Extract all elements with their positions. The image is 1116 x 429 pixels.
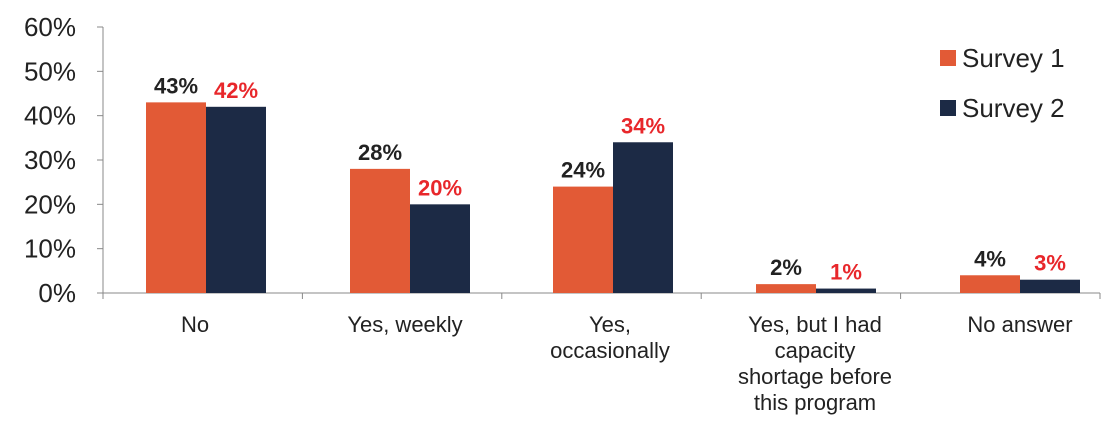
data-label: 20% [418,175,462,200]
data-label: 2% [770,255,802,280]
legend-label: Survey 1 [962,43,1065,73]
y-tick-label: 30% [24,145,76,175]
data-label: 4% [974,246,1006,271]
category-label: Yes, occasionally [550,312,670,363]
y-axis: 0% 10% 20% 30% 40% 50% 60% [24,12,104,308]
legend-label: Survey 2 [962,93,1065,123]
legend-swatch [940,100,956,116]
legend-swatch [940,50,956,66]
bar-survey-2 [816,288,876,293]
bar-survey-2 [206,106,266,293]
y-tick-label: 0% [38,278,76,308]
y-tick-label: 10% [24,234,76,264]
bars [146,102,1080,293]
data-label: 28% [358,140,402,165]
category-label: Yes, but I had capacity shortage before thi… [738,312,892,415]
category-label: No [181,312,209,337]
bar-survey-1 [350,168,410,293]
y-tick-label: 40% [24,101,76,131]
category-label: Yes, weekly [347,312,462,337]
data-label: 34% [621,113,665,138]
data-label: 42% [214,78,258,103]
data-labels: 43% 28% 24% 2% 4% 42% 20% 34% 1% 3% [154,73,1066,284]
y-tick-label: 60% [24,12,76,42]
bar-survey-2 [1020,279,1080,293]
bar-survey-1 [553,186,613,293]
x-axis: No Yes, weekly Yes, occasionally Yes, but I … [102,292,1101,415]
y-tick-label: 50% [24,56,76,86]
bar-survey-2 [613,142,673,293]
bar-survey-1 [146,102,206,293]
y-tick-label: 20% [24,189,76,219]
bar-survey-1 [756,284,816,293]
data-label: 24% [561,158,605,183]
bar-survey-1 [960,275,1020,293]
bar-survey-2 [410,204,470,293]
category-label: No answer [967,312,1072,337]
legend: Survey 1 Survey 2 [940,43,1065,123]
data-label: 3% [1034,251,1066,276]
data-label: 43% [154,73,198,98]
data-label: 1% [830,260,862,285]
